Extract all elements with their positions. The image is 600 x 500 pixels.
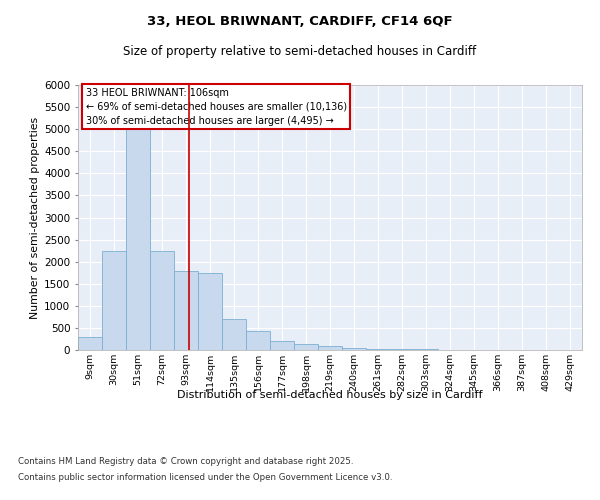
Text: 33, HEOL BRIWNANT, CARDIFF, CF14 6QF: 33, HEOL BRIWNANT, CARDIFF, CF14 6QF bbox=[147, 15, 453, 28]
Text: Size of property relative to semi-detached houses in Cardiff: Size of property relative to semi-detach… bbox=[124, 45, 476, 58]
Text: Contains HM Land Registry data © Crown copyright and database right 2025.: Contains HM Land Registry data © Crown c… bbox=[18, 458, 353, 466]
Bar bbox=[198, 272, 222, 350]
Text: Distribution of semi-detached houses by size in Cardiff: Distribution of semi-detached houses by … bbox=[177, 390, 483, 400]
Bar bbox=[174, 270, 198, 350]
Bar bbox=[270, 341, 294, 350]
Bar bbox=[126, 129, 150, 350]
Bar bbox=[150, 250, 174, 350]
Text: Contains public sector information licensed under the Open Government Licence v3: Contains public sector information licen… bbox=[18, 472, 392, 482]
Bar bbox=[342, 348, 366, 350]
Bar bbox=[78, 337, 102, 350]
Bar bbox=[246, 332, 270, 350]
Bar bbox=[102, 250, 126, 350]
Bar bbox=[390, 349, 414, 350]
Bar bbox=[318, 346, 342, 350]
Bar bbox=[222, 319, 246, 350]
Y-axis label: Number of semi-detached properties: Number of semi-detached properties bbox=[30, 116, 40, 318]
Text: 33 HEOL BRIWNANT: 106sqm
← 69% of semi-detached houses are smaller (10,136)
30% : 33 HEOL BRIWNANT: 106sqm ← 69% of semi-d… bbox=[86, 88, 347, 126]
Bar bbox=[294, 344, 318, 350]
Bar bbox=[366, 348, 390, 350]
